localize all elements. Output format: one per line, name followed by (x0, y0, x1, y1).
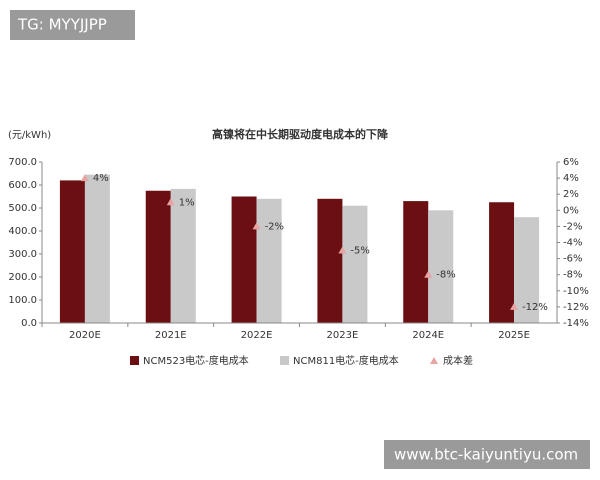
data-label: -5% (350, 246, 369, 257)
x-tick-label: 2022E (241, 330, 273, 341)
y2-tick-label: -4% (563, 238, 582, 249)
y-tick-label: 200.0 (8, 272, 37, 283)
bar (170, 188, 196, 323)
watermark-box (10, 10, 135, 40)
data-label: 1% (179, 197, 195, 208)
bar (489, 202, 515, 323)
bar (317, 198, 343, 323)
legend-label: NCM811电芯-度电成本 (293, 354, 399, 367)
y-tick-label: 600.0 (8, 180, 37, 191)
y2-tick-label: -10% (563, 286, 589, 297)
watermark: TG: MYYJJPP (17, 16, 107, 34)
bar (428, 210, 454, 323)
bar (256, 198, 282, 323)
bar (84, 174, 110, 323)
bar (145, 190, 171, 323)
y2-tick-label: -14% (563, 318, 589, 329)
marker (80, 174, 89, 182)
y-tick-label: 500.0 (8, 203, 37, 214)
y2-tick-label: 4% (563, 173, 579, 184)
marker (338, 246, 347, 254)
watermark: www.btc-kaiyuntiyu.com (394, 446, 578, 464)
marker (166, 198, 175, 206)
data-label: -12% (522, 302, 548, 313)
bar (231, 196, 257, 323)
y-axis-label: (元/kWh) (8, 130, 51, 141)
y-tick-label: 400.0 (8, 226, 37, 237)
bar (59, 180, 85, 323)
data-label: -8% (436, 270, 455, 281)
x-tick-label: 2024E (412, 330, 444, 341)
x-tick-label: 2020E (69, 330, 101, 341)
y2-tick-label: -2% (563, 221, 582, 232)
data-label: 4% (93, 173, 109, 184)
data-label: -2% (265, 221, 284, 232)
marker (252, 222, 261, 230)
y2-tick-label: 0% (563, 205, 579, 216)
legend-swatch (430, 357, 438, 364)
y-tick-label: 700.0 (8, 157, 37, 168)
watermark-box (384, 440, 590, 469)
x-tick-label: 2023E (327, 330, 359, 341)
legend-swatch (280, 356, 289, 365)
x-tick-label: 2021E (155, 330, 187, 341)
marker (510, 302, 519, 310)
bar (342, 205, 368, 323)
legend-swatch (130, 356, 139, 365)
bar (403, 201, 429, 323)
legend-label: 成本差 (443, 354, 473, 367)
y-tick-label: 300.0 (8, 249, 37, 260)
bar (514, 217, 540, 323)
x-tick-label: 2025E (498, 330, 530, 341)
y2-tick-label: 6% (563, 157, 579, 168)
y-tick-label: 0.0 (21, 318, 37, 329)
chart-title: 高镍将在中长期驱动度电成本的下降 (212, 127, 389, 141)
y2-tick-label: -12% (563, 302, 589, 313)
y2-tick-label: 2% (563, 189, 579, 200)
marker (424, 270, 433, 278)
y2-tick-label: -8% (563, 270, 582, 281)
y-tick-label: 100.0 (8, 295, 37, 306)
y2-tick-label: -6% (563, 254, 582, 265)
legend-label: NCM523电芯-度电成本 (143, 354, 249, 367)
